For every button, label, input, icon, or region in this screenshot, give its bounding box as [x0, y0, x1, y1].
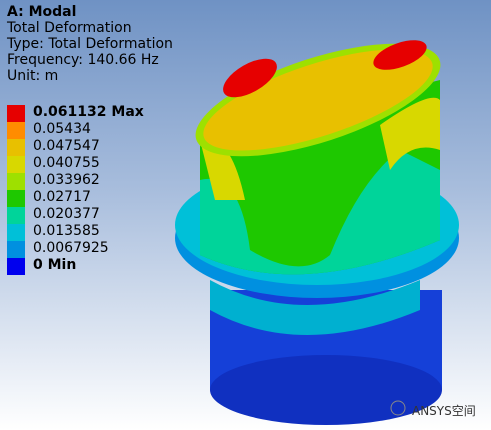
flange-skirt [210, 280, 420, 335]
header-line: Unit: m [7, 68, 59, 84]
legend-label: 0.020377 [33, 206, 100, 222]
legend-swatch [7, 139, 25, 156]
legend-label: 0 Min [33, 257, 77, 273]
tube-low [200, 150, 440, 275]
legend-swatch [7, 122, 25, 139]
legend-label: 0.013585 [33, 223, 100, 239]
watermark-icon [390, 400, 406, 416]
legend-swatch [7, 105, 25, 122]
watermark: ANSYS空间 [412, 404, 476, 418]
legend-swatch [7, 173, 25, 190]
header-line: Type: Total Deformation [7, 36, 173, 52]
legend-label: 0.0067925 [33, 240, 109, 256]
header-title: A: Modal [7, 4, 77, 20]
tube-inner [203, 49, 433, 151]
legend-swatch [7, 190, 25, 207]
base-bottom [210, 355, 442, 425]
legend-label: 0.047547 [33, 138, 100, 154]
max-zone [373, 40, 427, 70]
max-zone [223, 58, 277, 98]
legend-swatch [7, 241, 25, 258]
legend-label: 0.033962 [33, 172, 100, 188]
header-line: Total Deformation [7, 20, 132, 36]
legend-label: 0.05434 [33, 121, 91, 137]
legend-label: 0.02717 [33, 189, 91, 205]
legend-swatch [7, 156, 25, 173]
legend-label: 0.061132 Max [33, 104, 144, 120]
legend-label: 0.040755 [33, 155, 100, 171]
tube-high [200, 97, 440, 200]
header-line: Frequency: 140.66 Hz [7, 52, 159, 68]
legend-swatch [7, 207, 25, 224]
legend-swatch [7, 224, 25, 241]
legend-swatch [7, 258, 25, 275]
